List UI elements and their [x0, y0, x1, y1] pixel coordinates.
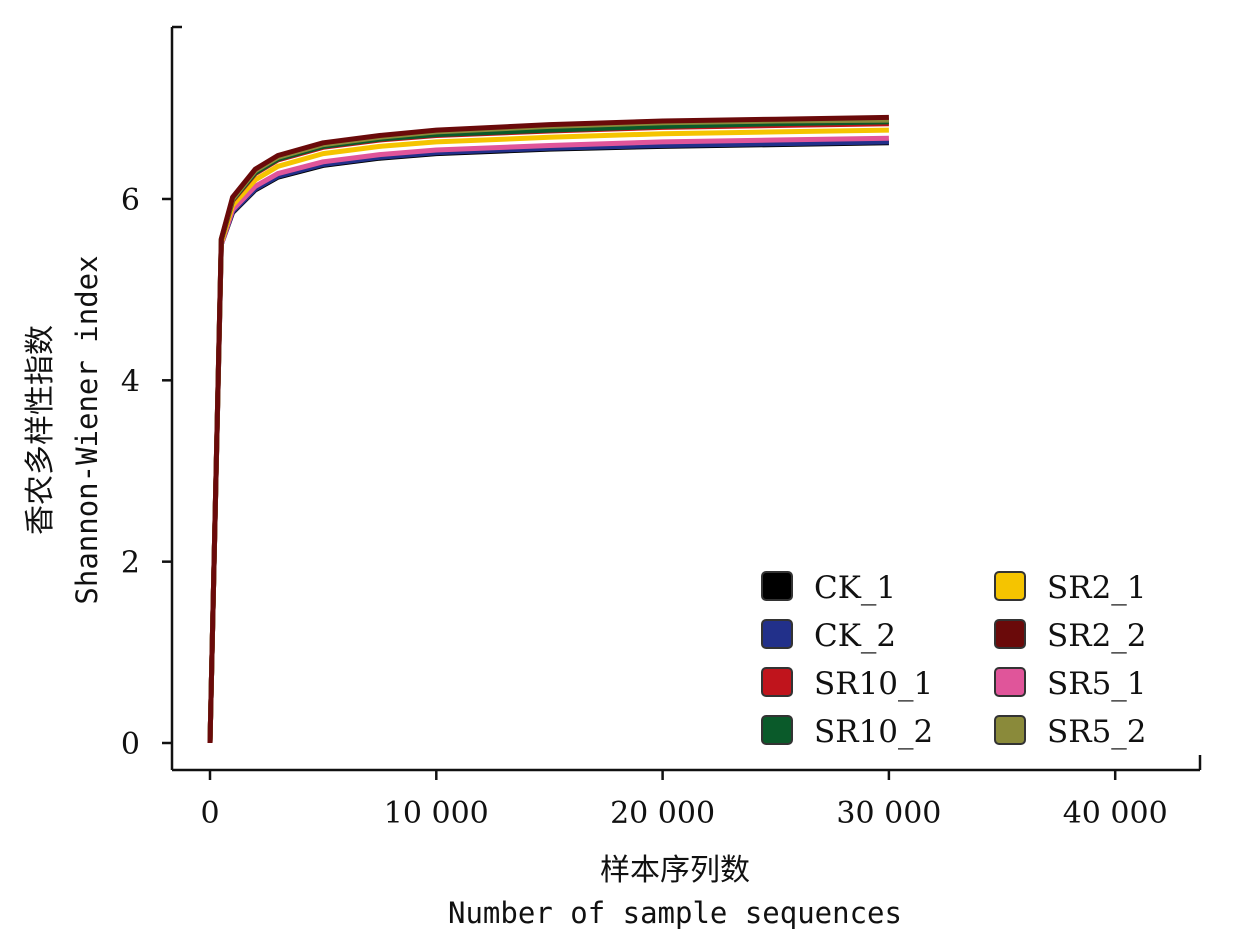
legend-label: SR5_1: [1047, 666, 1147, 702]
series-line-sr2-2: [207, 114, 889, 744]
legend-label: SR5_2: [1047, 714, 1147, 750]
x-tick-label: 10 000: [384, 796, 489, 831]
x-tick-label: 40 000: [1063, 796, 1168, 831]
legend-label: CK_2: [814, 618, 896, 654]
x-tick-label: 0: [200, 796, 219, 831]
x-tick-label: 30 000: [836, 796, 941, 831]
legend-swatch: [761, 619, 793, 649]
legend-swatch: [761, 715, 793, 745]
legend-swatch: [994, 715, 1026, 745]
y-tick-label: 4: [121, 364, 140, 399]
x-tick-label: 20 000: [610, 796, 715, 831]
legend-label: CK_1: [814, 570, 896, 606]
legend-label: SR10_1: [814, 666, 933, 702]
legend-label: SR10_2: [814, 714, 933, 750]
legend-swatch: [994, 619, 1026, 649]
legend-swatch: [761, 571, 793, 601]
y-tick-label: 6: [121, 183, 140, 218]
series-line-ck-2: [207, 139, 889, 744]
x-axis-label-cn: 样本序列数: [600, 853, 750, 888]
series-line-ck-1: [207, 140, 889, 744]
series-line-sr5-2: [207, 117, 889, 744]
y-axis-label: Shannon-Wiener index: [70, 255, 104, 604]
y-tick-label: 0: [121, 727, 140, 762]
axes: [170, 25, 1202, 772]
legend-label: SR2_2: [1047, 618, 1147, 654]
y-axis-label-cn: 香农多样性指数: [23, 325, 58, 535]
series-line-sr5-1: [207, 135, 889, 744]
y-tick-label: 2: [121, 546, 140, 581]
legend-swatch: [761, 667, 793, 697]
legend-label: SR2_1: [1047, 570, 1147, 606]
series-line-sr10-1: [207, 121, 889, 744]
legend-swatch: [994, 667, 1026, 697]
legend-swatch: [994, 571, 1026, 601]
series-line-sr2-1: [207, 127, 889, 744]
series-line-sr10-2: [207, 119, 889, 744]
x-axis-label: Number of sample sequences: [448, 896, 902, 930]
